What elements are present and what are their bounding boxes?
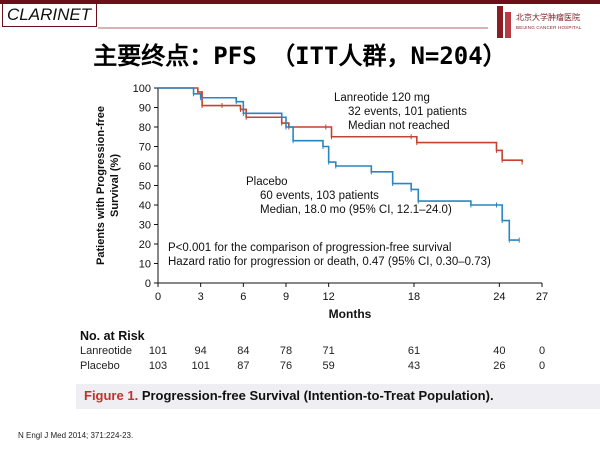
logo-english: BEIJING CANCER HOSPITAL [516,25,582,30]
risk-cell: 84 [237,345,250,357]
slide-title: 主要终点：PFS （ITT人群，N=204） [93,42,507,70]
risk-cell: 101 [148,345,168,357]
km-chart: 0 10 20 30 40 50 60 70 80 90 100 0 3 6 9 12 18 24 27 Months… [95,83,548,321]
hospital-logo: 北京大学肿瘤医院 BEIJING CANCER HOSPITAL [496,4,600,44]
logo-name: 北京大学肿瘤医院 [516,13,580,22]
risk-cell: 61 [407,345,421,357]
placebo-annotation-line: 60 events, 103 patients [260,190,379,202]
y-tick-label: 90 [139,103,151,115]
x-tick-label: 24 [493,291,505,303]
y-tick-label: 30 [139,220,151,232]
risk-cell: 78 [279,345,293,357]
y-axis-label-line2: Survival (%) [109,154,121,217]
y-tick-label: 60 [139,161,151,173]
risk-cell: 103 [148,360,168,372]
lanreotide-annotation-title: Lanreotide 120 mg [334,92,430,104]
x-tick-label: 27 [536,291,548,303]
figure-caption: Figure 1. Progression-free Survival (Int… [84,388,494,403]
risk-table-title: No. at Risk [80,329,145,343]
y-tick-label: 20 [139,239,151,251]
risk-cell: 71 [322,345,335,357]
study-tag: CLARINET [2,3,97,27]
placebo-annotation-line: Median, 18.0 mo (95% CI, 12.1–24.0) [260,204,452,216]
x-tick-label: 6 [240,291,246,303]
y-tick-label: 70 [139,142,151,154]
risk-cell: 59 [322,360,335,372]
risk-cell: 101 [191,360,210,372]
logo-mark-icon [497,6,511,38]
risk-row-label: Lanreotide [80,345,132,357]
y-tick-label: 50 [139,181,151,193]
risk-cell: 0 [538,360,546,372]
figure-caption-text: Progression-free Survival (Intention-to-… [141,388,494,403]
figure-number: Figure 1. [84,388,139,403]
risk-cell: 0 [538,345,546,357]
top-color-bar [0,0,600,4]
x-tick-label: 12 [323,291,335,303]
x-axis-label: Months [329,307,372,321]
risk-cell: 87 [237,360,250,372]
risk-row-label: Placebo [80,360,120,372]
lanreotide-annotation-line: 32 events, 101 patients [348,106,467,118]
y-tick-label: 0 [145,278,151,290]
x-tick-label: 9 [283,291,289,303]
y-tick-label: 10 [139,259,151,271]
risk-cell: 43 [407,360,421,372]
risk-cell: 40 [493,345,506,357]
y-axis-label-line1: Patients with Progression-free [95,106,107,265]
y-tick-label: 100 [133,83,151,95]
chart-series [158,87,523,243]
chart-labels: Lanreotide 120 mg 32 events, 101 patients… [168,92,491,268]
stats-annotation-line: Hazard ratio for progression or death, 0… [168,256,491,268]
chart-axes: 0 10 20 30 40 50 60 70 80 90 100 0 3 6 9 12 18 24 27 Months… [95,83,548,321]
header-divider [98,27,488,29]
risk-cell: 26 [493,360,506,372]
x-tick-label: 0 [155,291,161,303]
reference-citation: N Engl J Med 2014; 371:224-23. [18,431,134,440]
x-tick-label: 3 [198,291,204,303]
lanreotide-annotation-line: Median not reached [348,120,450,132]
risk-cell: 76 [279,360,293,372]
caption-bar [76,384,600,409]
placebo-annotation-title: Placebo [246,176,288,188]
x-tick-label: 18 [408,291,420,303]
risk-cell: 94 [194,345,207,357]
y-tick-label: 80 [139,122,151,134]
stats-annotation-line: P<0.001 for the comparison of progressio… [168,242,452,254]
y-tick-label: 40 [139,200,151,212]
